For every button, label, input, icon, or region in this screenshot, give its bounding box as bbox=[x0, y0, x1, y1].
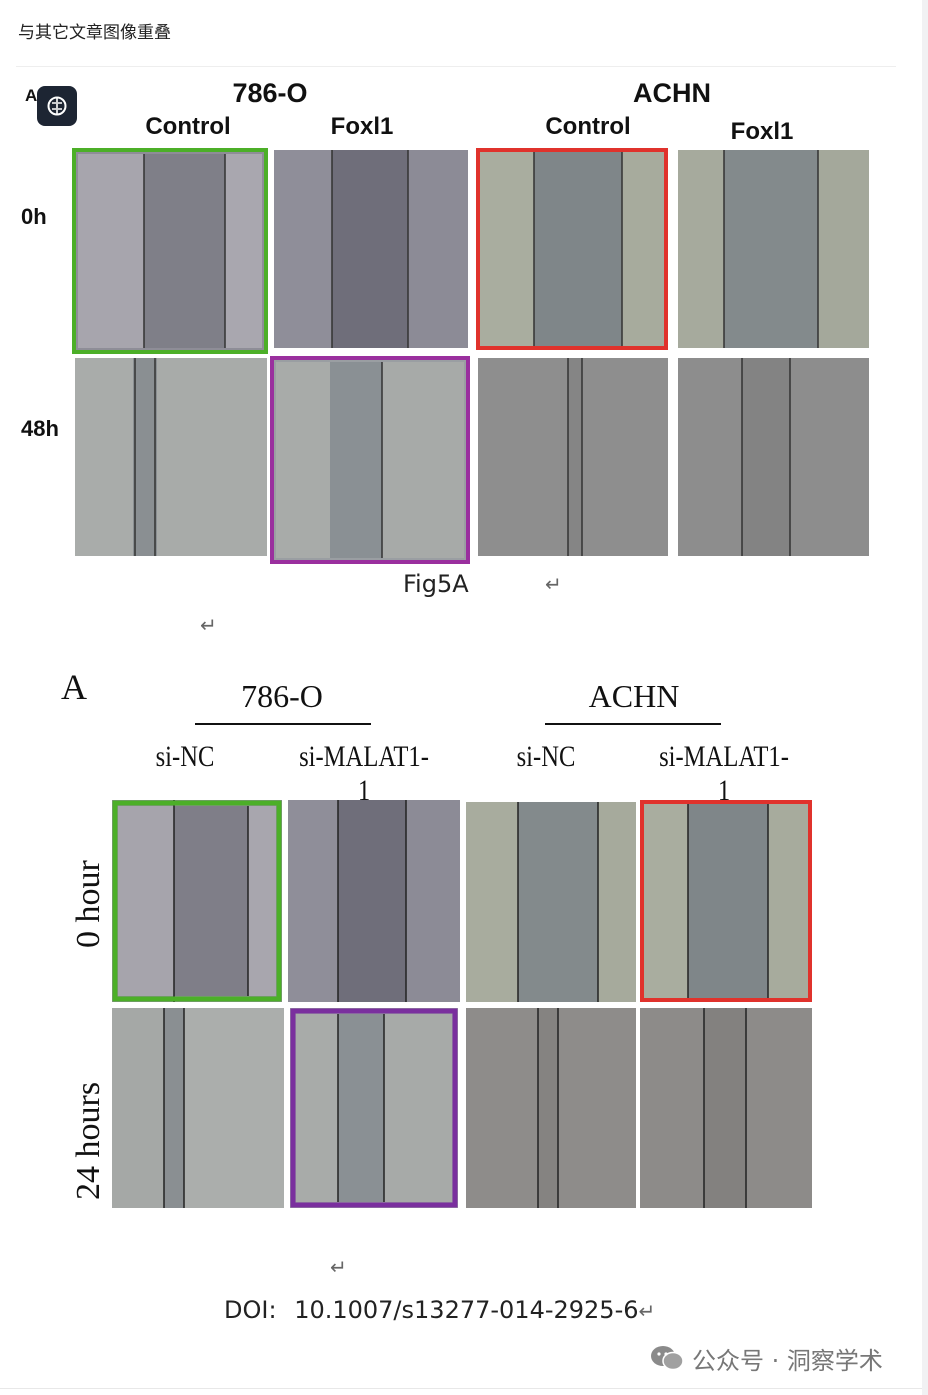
figure1-col-control-786o: Control bbox=[145, 113, 231, 140]
figure2-group-achn: ACHN bbox=[588, 678, 680, 714]
micrograph-786o-sinc-0hour bbox=[112, 800, 282, 1002]
doi-label: DOI: bbox=[224, 1296, 277, 1324]
micrograph-786o-simalat1-24hours bbox=[290, 1008, 458, 1208]
figure2-group-rule bbox=[545, 723, 721, 725]
wechat-icon bbox=[651, 1346, 684, 1371]
figure2-panel-letter: A bbox=[61, 667, 87, 707]
micrograph-786o-foxl1-0h bbox=[274, 150, 468, 348]
figure2-col-simalat1-786o: si-MALAT1-1 bbox=[299, 740, 429, 807]
micrograph-786o-foxl1-48h bbox=[270, 356, 470, 564]
micrograph-achn-simalat1-0hour bbox=[640, 800, 812, 1002]
return-mark-icon: ↵ bbox=[200, 613, 217, 637]
doi-line: DOI: 10.1007/s13277-014-2925-6↵ bbox=[224, 1296, 655, 1324]
return-mark-icon: ↵ bbox=[330, 1255, 347, 1279]
micrograph-achn-control-48h bbox=[478, 358, 668, 556]
figure2-row-0-hour: 0 hour bbox=[70, 860, 107, 948]
figure1-row-0h: 0h bbox=[21, 204, 47, 229]
figure1-panel-letter: A bbox=[25, 86, 38, 105]
figure1-caption: Fig5A bbox=[403, 570, 469, 598]
figure2-group-786o: 786-O bbox=[241, 678, 323, 714]
micrograph-achn-sinc-24hours bbox=[466, 1008, 636, 1208]
micrograph-achn-foxl1-0h bbox=[678, 150, 869, 348]
article-section-title: 与其它文章图像重叠 bbox=[18, 23, 171, 43]
micrograph-786o-control-48h bbox=[75, 358, 267, 556]
watermark-text: 公众号 · 洞察学术 bbox=[692, 1347, 883, 1375]
micrograph-786o-sinc-24hours bbox=[112, 1008, 284, 1208]
return-mark-icon: ↵ bbox=[638, 1299, 656, 1323]
figure2-group-rule bbox=[195, 723, 371, 725]
bottom-divider bbox=[0, 1388, 922, 1389]
figure2-col-sinc-786o: si-NC bbox=[155, 740, 215, 773]
return-mark-icon: ↵ bbox=[545, 572, 562, 596]
ai-tool-icon[interactable] bbox=[37, 86, 77, 126]
micrograph-786o-simalat1-0hour bbox=[288, 800, 460, 1002]
figure1-col-foxl1-786o: Foxl1 bbox=[330, 113, 394, 140]
micrograph-achn-sinc-0hour bbox=[466, 802, 636, 1002]
doi-value: 10.1007/s13277-014-2925-6 bbox=[294, 1296, 639, 1324]
figure1-group-786o: 786-O bbox=[232, 78, 308, 108]
figure2-col-simalat1-achn: si-MALAT1-1 bbox=[659, 740, 789, 807]
figure1-col-foxl1-achn: Foxl1 bbox=[730, 118, 794, 145]
figure2-col-sinc-achn: si-NC bbox=[516, 740, 576, 773]
brain-icon bbox=[47, 96, 67, 116]
micrograph-achn-control-0h bbox=[476, 148, 668, 350]
scrollbar-track[interactable] bbox=[922, 0, 928, 1395]
section-divider bbox=[16, 66, 896, 67]
figure1-col-control-achn: Control bbox=[545, 113, 631, 140]
figure1-row-48h: 48h bbox=[21, 416, 59, 441]
micrograph-786o-control-0h bbox=[72, 148, 268, 354]
figure2-row-24-hours: 24 hours bbox=[70, 1081, 107, 1200]
figure1-group-achn: ACHN bbox=[633, 78, 711, 108]
micrograph-achn-foxl1-48h bbox=[678, 358, 869, 556]
micrograph-achn-simalat1-24hours bbox=[640, 1008, 812, 1208]
